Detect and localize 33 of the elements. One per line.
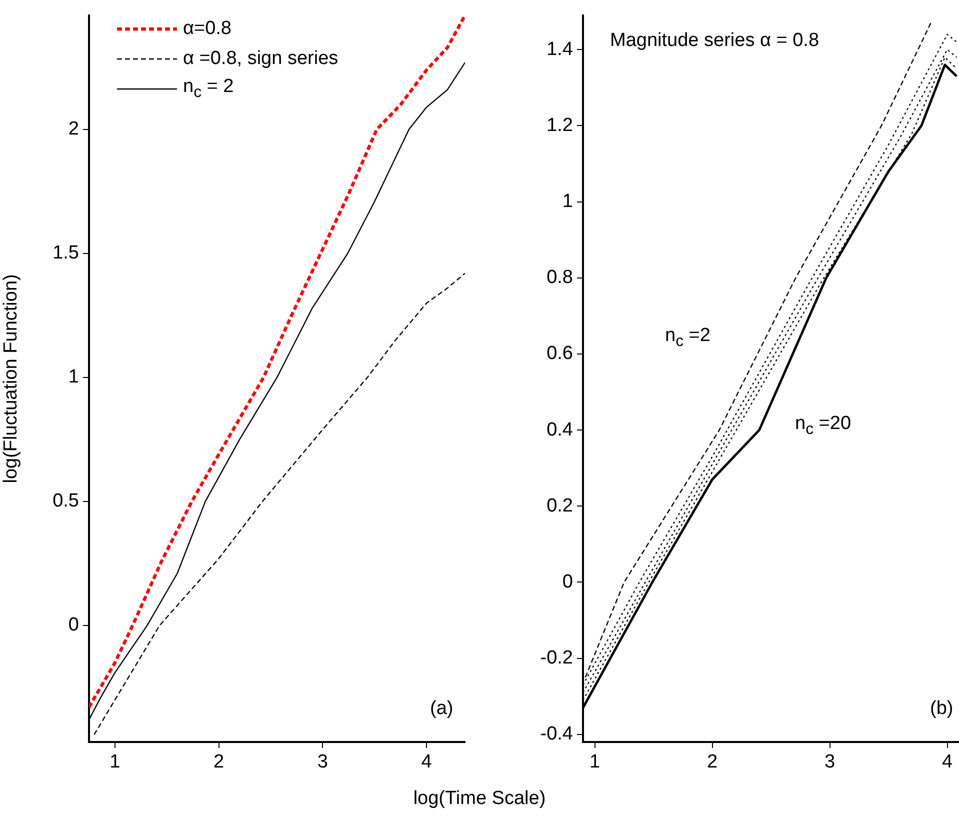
y-tick-label: 1.4 [546, 38, 574, 60]
y-tick-label: 0 [562, 571, 573, 592]
annotation: n$_{c}$ =20 [795, 413, 852, 439]
x-tick-label: 4 [942, 752, 953, 773]
y-tick-label: 1.5 [52, 242, 79, 264]
y-tick-label: 1.2 [546, 114, 573, 136]
y-tick-label: -0.4 [540, 724, 574, 745]
x-tick-label: 1 [589, 752, 600, 773]
y-tick-label: 0.2 [546, 495, 573, 516]
y-tick-label: 0 [68, 614, 79, 636]
annotation: (b) [930, 698, 954, 720]
y-tick-label: 0.6 [546, 343, 573, 364]
y-axis-title: log(Fluctuation Function) [0, 274, 22, 484]
x-tick-label: 2 [214, 752, 224, 773]
legend-label: α =0.8, sign series [183, 48, 338, 70]
y-tick-label: 0.5 [52, 490, 79, 512]
x-tick-label: 4 [421, 752, 432, 773]
x-axis-title: log(Time Scale) [412, 788, 547, 810]
x-tick-label: 1 [110, 752, 120, 773]
y-tick-label: -0.2 [540, 648, 573, 669]
y-tick-label: 1 [68, 366, 79, 388]
x-tick-label: 3 [317, 752, 328, 773]
y-tick-label: 2 [68, 118, 79, 140]
y-tick-label: 0.4 [546, 419, 574, 440]
x-tick-label: 2 [706, 752, 718, 773]
legend-label: α=0.8 [183, 18, 232, 40]
annotation: n$_{c}$ =2 [665, 325, 710, 351]
annotation: Magnitude series α = 0.8 [610, 30, 820, 52]
x-tick-label: 3 [824, 752, 836, 773]
y-tick-label: 0.8 [546, 267, 573, 288]
y-tick-label: 1 [562, 191, 573, 212]
annotation: (a) [430, 698, 454, 720]
legend-label: n$_{c}$ = 2 [183, 76, 234, 102]
